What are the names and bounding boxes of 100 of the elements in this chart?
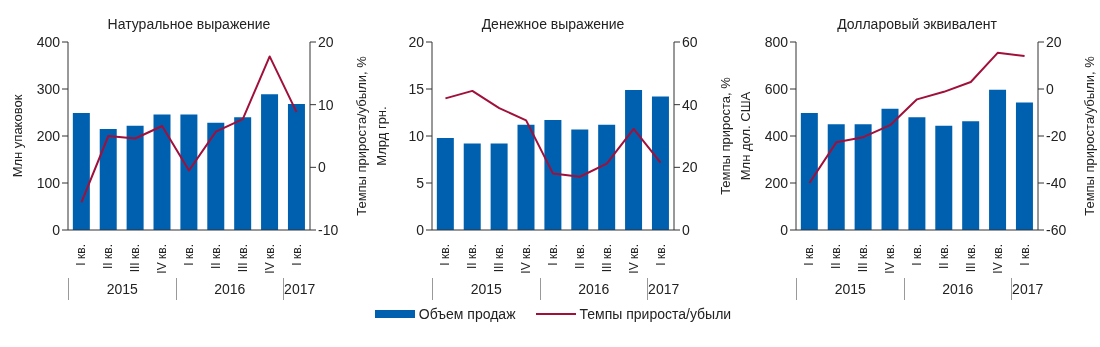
y-tick-label: 15	[408, 80, 425, 97]
x-tick-label: I кв.	[182, 244, 196, 266]
x-tick-label: I кв.	[289, 244, 304, 266]
y2-tick-label: 0	[682, 221, 690, 238]
x-tick-label: I кв.	[546, 244, 560, 266]
y-axis-title: Млрд грн.	[373, 106, 389, 166]
y2-tick-label: -10	[318, 221, 339, 238]
y2-tick-label: 40	[682, 96, 698, 113]
bar	[935, 125, 953, 230]
bar	[261, 94, 279, 230]
bar	[153, 114, 171, 230]
bar	[571, 129, 589, 230]
y2-tick-label: 0	[318, 159, 326, 176]
x-tick-label: III кв.	[599, 244, 614, 273]
x-tick-label: I кв.	[653, 244, 668, 266]
bar	[827, 124, 845, 230]
text: 2017	[1011, 280, 1044, 299]
x-tick-label: IV кв.	[262, 244, 277, 274]
x-tick-label: IV кв.	[883, 244, 898, 274]
chart-title: Долларовый эквивалент	[836, 16, 998, 32]
x-tick-label: IV кв.	[155, 244, 170, 274]
x-tick-label: IV кв.	[519, 244, 534, 274]
x-tick-label: III кв.	[856, 244, 871, 273]
x-tick-label: II кв.	[829, 244, 844, 269]
y-tick-label: 200	[764, 174, 789, 191]
bar	[962, 121, 980, 230]
x-tick-label: III кв.	[492, 244, 507, 273]
y2-axis-title: Темпы прироста, %	[717, 77, 733, 195]
bar	[544, 120, 562, 230]
bar	[126, 125, 144, 230]
x-tick-label: I кв.	[1017, 244, 1032, 266]
legend-label: Объем продаж	[418, 306, 516, 322]
bar	[800, 112, 818, 230]
x-tick-label: IV кв.	[990, 244, 1005, 274]
x-tick-label: I кв.	[910, 244, 924, 266]
y2-tick-label: 20	[318, 33, 334, 50]
x-tick-label: II кв.	[101, 244, 116, 269]
bar	[180, 114, 198, 230]
x-tick-label: II кв.	[936, 244, 951, 269]
text: 2016	[903, 278, 1012, 300]
y2-axis-title: Темпы прироста/убыли, %	[353, 56, 369, 216]
x-tick-label: II кв.	[465, 244, 480, 269]
legend-label: Темпы прироста/убыли	[579, 306, 732, 322]
x-tick-label: II кв.	[208, 244, 223, 269]
line-series	[444, 89, 662, 178]
bar	[287, 104, 305, 230]
x-tick-label: III кв.	[963, 244, 978, 273]
text: 2016	[175, 278, 284, 300]
y2-tick-label: -20	[1046, 127, 1067, 144]
x-tick-label: III кв.	[128, 244, 143, 273]
x-tick-label: III кв.	[235, 244, 250, 273]
bar	[651, 96, 669, 230]
bar	[598, 124, 616, 230]
bar	[72, 112, 90, 230]
y-tick-label: 800	[764, 33, 789, 50]
y-tick-label: 300	[36, 80, 61, 97]
bar	[908, 117, 926, 230]
x-tick-label: II кв.	[572, 244, 587, 269]
bar	[436, 137, 454, 230]
bar	[207, 122, 225, 230]
bar	[625, 89, 643, 230]
y2-axis-title: Темпы прироста/убыли, %	[1081, 56, 1097, 216]
text: 2015	[796, 278, 904, 300]
bar	[234, 117, 252, 230]
bar	[1015, 102, 1033, 230]
y-tick-label: 200	[36, 127, 61, 144]
text: 2015	[68, 278, 176, 300]
y2-tick-label: 0	[1046, 80, 1054, 97]
text: 2016	[539, 278, 648, 300]
y-axis-title: Млн дол. США	[737, 91, 753, 181]
text: 2017	[283, 280, 316, 299]
y-tick-label: 400	[36, 33, 61, 50]
y2-tick-label: -40	[1046, 174, 1067, 191]
y-tick-label: 0	[416, 221, 425, 238]
y-tick-label: 20	[408, 33, 425, 50]
bar	[463, 143, 481, 230]
y-tick-label: 400	[764, 127, 789, 144]
x-tick-label: I кв.	[802, 244, 817, 266]
y-tick-label: 100	[36, 174, 61, 191]
bar	[99, 128, 117, 230]
x-tick-label: I кв.	[438, 244, 453, 266]
chart-title: Денежное выражение	[480, 16, 626, 32]
y2-tick-label: 20	[1046, 33, 1062, 50]
y2-tick-label: 10	[318, 96, 334, 113]
x-tick-label: I кв.	[74, 244, 89, 266]
chart-title: Натуральное выражение	[106, 16, 272, 32]
y-tick-label: 600	[764, 80, 789, 97]
y-tick-label: 10	[408, 127, 425, 144]
y2-tick-label: -60	[1046, 221, 1067, 238]
bar	[989, 89, 1007, 230]
bar	[490, 143, 508, 230]
text: 2017	[647, 280, 680, 299]
line-series	[80, 55, 298, 204]
y2-tick-label: 60	[682, 33, 698, 50]
y2-tick-label: 20	[682, 159, 698, 176]
y-tick-label: 0	[52, 221, 61, 238]
bar	[854, 124, 872, 230]
y-axis-title: Млн упаковок	[9, 94, 25, 178]
x-tick-label: IV кв.	[626, 244, 641, 274]
y-tick-label: 5	[416, 174, 425, 191]
